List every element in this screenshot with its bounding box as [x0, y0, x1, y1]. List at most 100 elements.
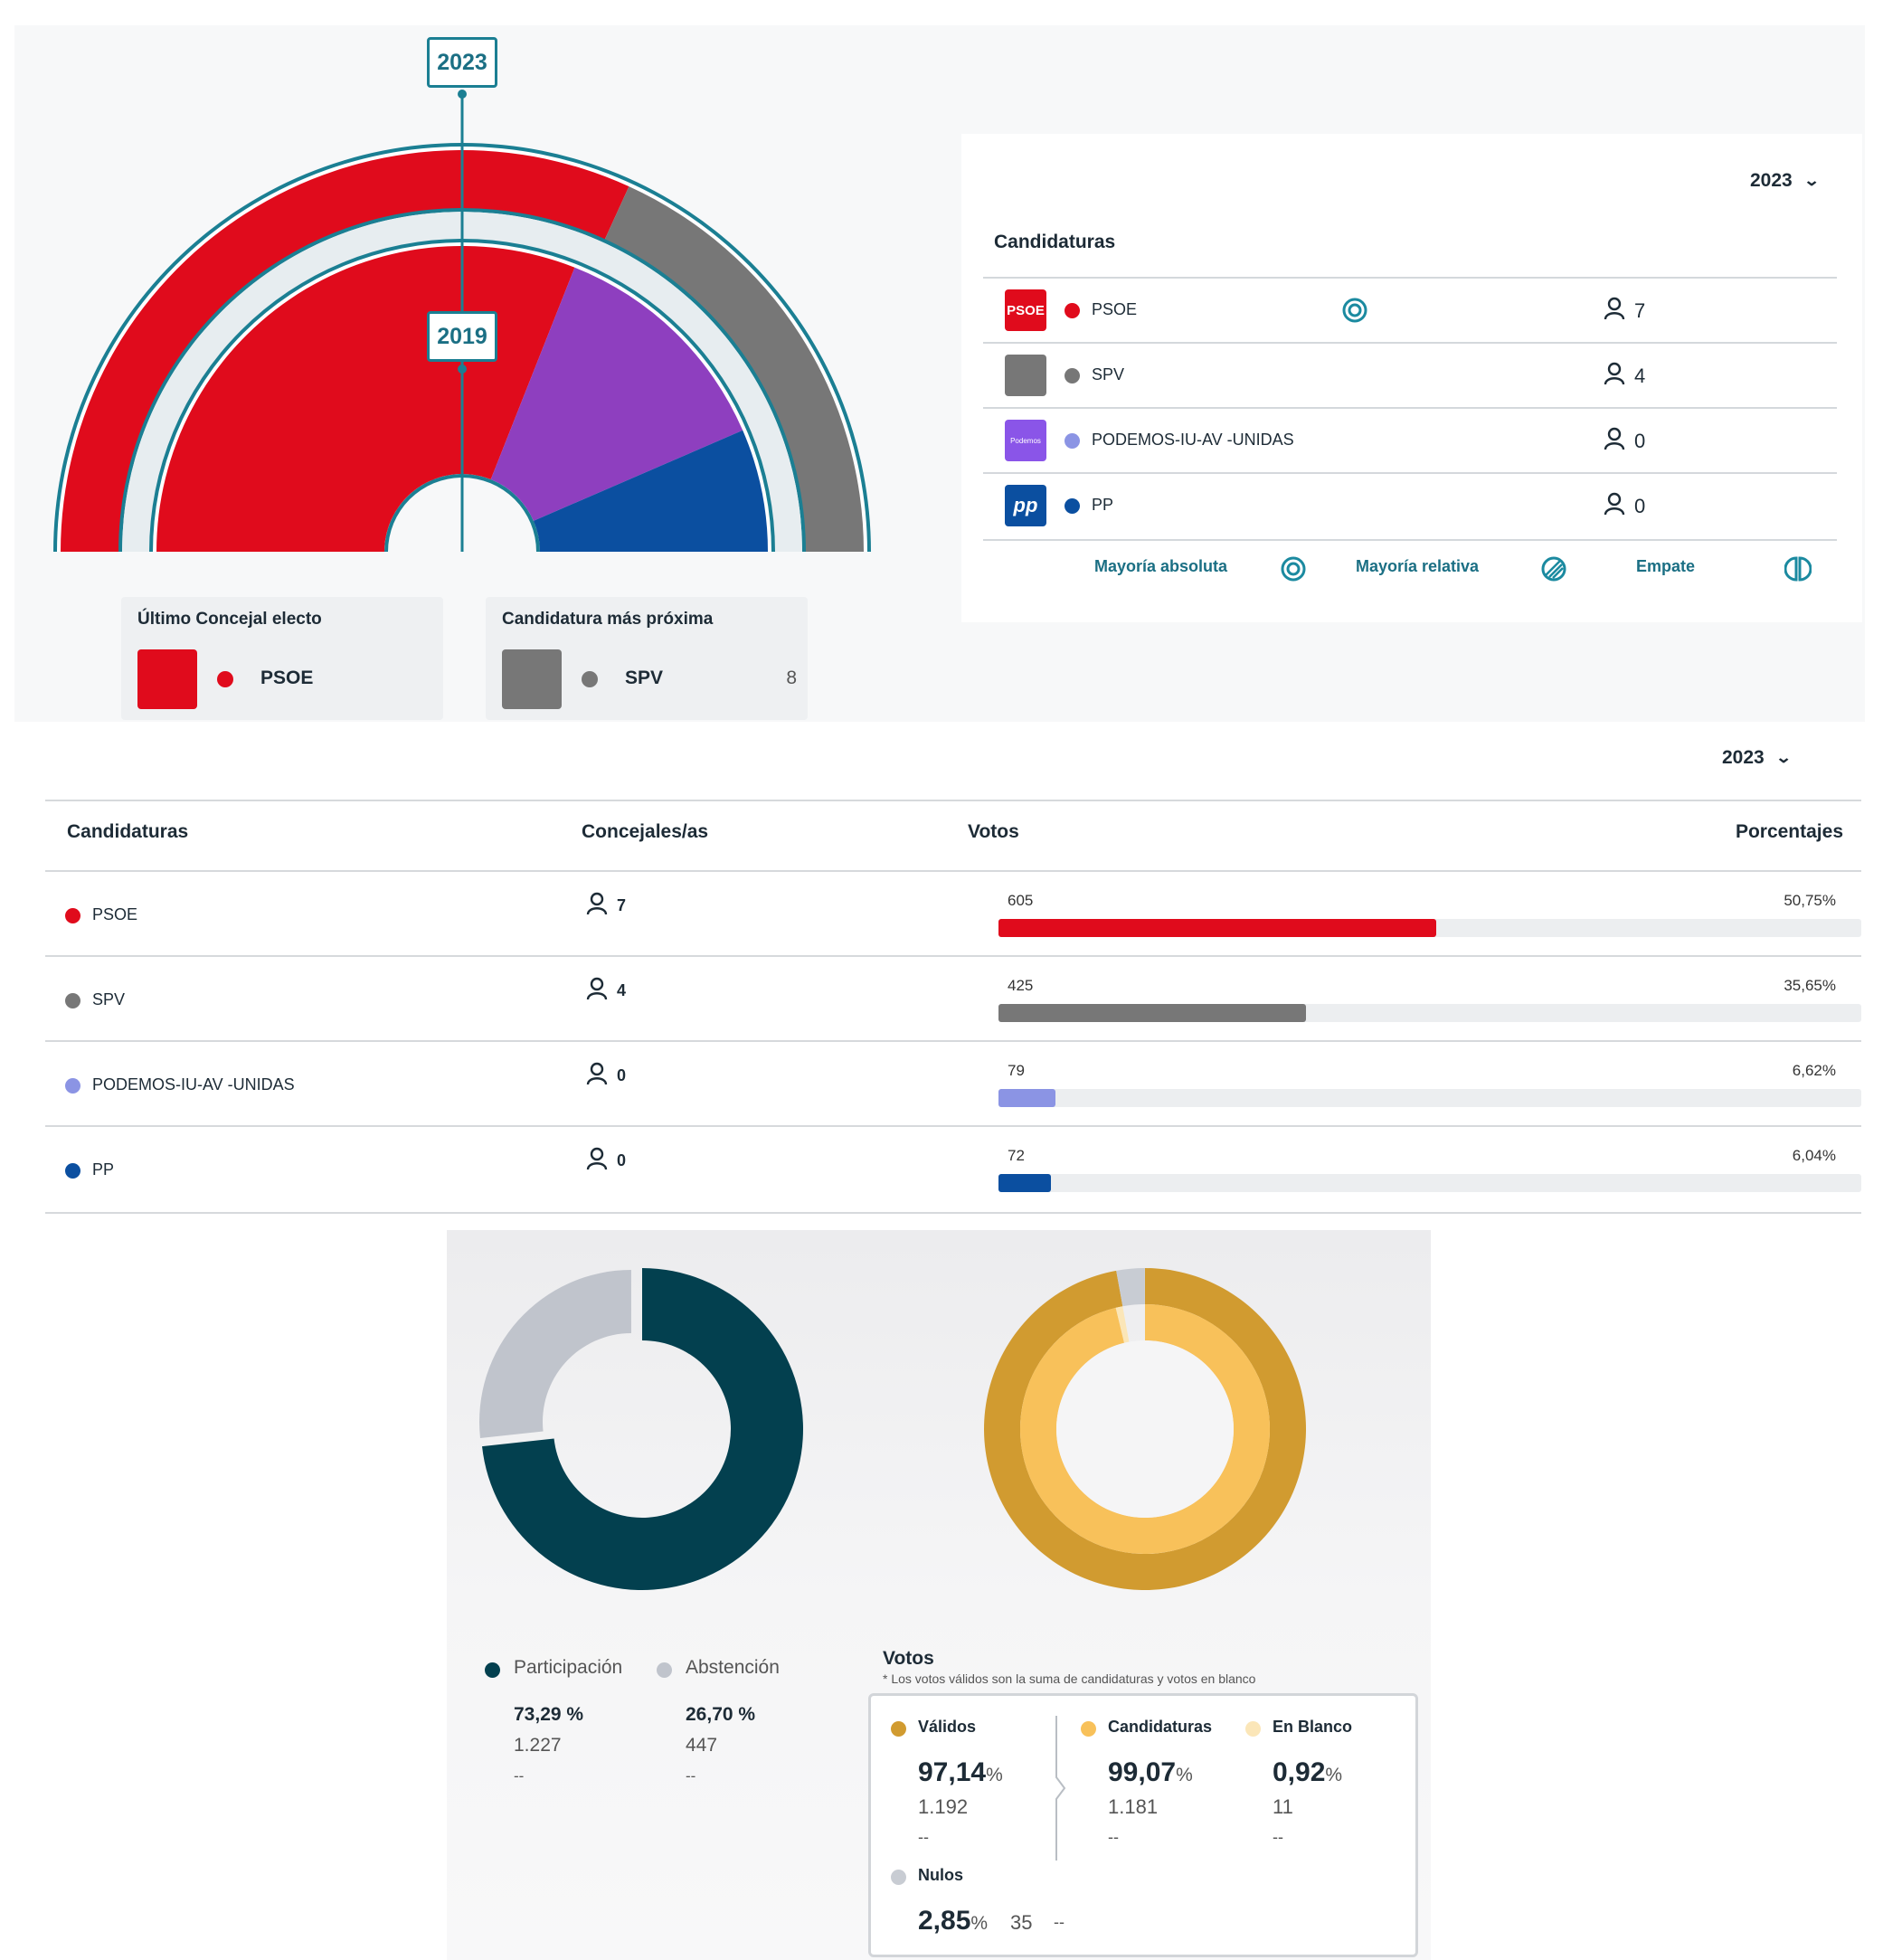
header-percentages: Porcentajes — [1735, 821, 1843, 842]
vote-percentage: 6,62% — [1792, 1062, 1836, 1079]
null-legend-dot — [891, 1870, 906, 1885]
pp-logo: pp — [1005, 485, 1046, 526]
year-dropdown[interactable]: 2023 ⌄ — [1750, 170, 1821, 192]
psoe-logo: PSOE — [1005, 289, 1046, 331]
votes-title: Votos — [883, 1648, 934, 1669]
candidacy-row[interactable]: pp PP 0 — [983, 472, 1837, 541]
candidacies-extra: -- — [1108, 1828, 1119, 1846]
marker-dot-2023 — [458, 90, 467, 99]
participation-extra: -- — [514, 1767, 525, 1785]
person-icon — [586, 892, 608, 920]
vote-bar-track — [998, 1174, 1861, 1192]
null-extra: -- — [1054, 1913, 1065, 1931]
participation-pct: 73,29 % — [514, 1704, 584, 1725]
seats-count: 7 — [586, 892, 626, 920]
vote-bar-track — [998, 1004, 1861, 1022]
null-count: 35 — [1010, 1911, 1033, 1934]
seats-count: 0 — [586, 1062, 626, 1090]
table-row: PP 0 72 6,04% — [45, 1125, 1861, 1214]
turnout-donut — [479, 1268, 803, 1590]
table-row: PODEMOS-IU-AV -UNIDAS 0 79 6,62% — [45, 1040, 1861, 1127]
candidacy-row[interactable]: SPV 4 — [983, 342, 1837, 409]
valid-legend-dot — [891, 1721, 906, 1737]
vote-bar-track — [998, 919, 1861, 937]
candidacies-legend-dot — [1081, 1721, 1096, 1737]
next-candidacy-card: Candidatura más próxima SPV 8 — [486, 597, 808, 720]
person-icon — [586, 977, 608, 1005]
abstention-count: 447 — [686, 1735, 718, 1756]
year-dropdown-value: 2023 — [1722, 747, 1765, 768]
party-dot — [1065, 498, 1080, 514]
chevron-down-icon: ⌄ — [1774, 749, 1793, 766]
table-row: SPV 4 425 35,65% — [45, 955, 1861, 1042]
year-label-2019: 2019 — [427, 311, 497, 362]
party-name: PSOE — [92, 905, 138, 923]
party-name: SPV — [1092, 365, 1125, 383]
seats-count: 0 — [586, 1147, 626, 1175]
last-councilor-party: PSOE — [260, 668, 314, 688]
hemicycle-chart — [53, 90, 871, 552]
person-icon — [1604, 297, 1625, 326]
results-table: 2023 ⌄ Candidaturas Concejales/as Votos … — [22, 722, 1861, 1228]
candidacies-card: 2023 ⌄ Candidaturas PSOE PSOE 7 SPV 4 Po… — [961, 134, 1862, 622]
vote-bar — [998, 1174, 1051, 1192]
abstention-extra: -- — [686, 1767, 696, 1785]
participation-label: Participación — [514, 1657, 623, 1678]
participation-count: 1.227 — [514, 1735, 562, 1756]
last-councilor-title: Último Concejal electo — [137, 610, 322, 629]
party-color-swatch — [137, 649, 197, 709]
votes-count: 79 — [1008, 1062, 1025, 1079]
null-slice — [1116, 1268, 1145, 1307]
vote-bar-track — [998, 1089, 1861, 1107]
party-name: PSOE — [1092, 300, 1138, 318]
participation-legend-dot — [485, 1662, 500, 1678]
next-candidacy-title: Candidatura más próxima — [502, 610, 714, 629]
blank-extra: -- — [1273, 1828, 1283, 1846]
blank-legend-dot — [1245, 1721, 1261, 1737]
blank-pct: 0,92% — [1273, 1757, 1343, 1787]
year-dropdown-value: 2023 — [1750, 170, 1793, 191]
valid-pct: 97,14% — [918, 1757, 1003, 1787]
vote-percentage: 35,65% — [1784, 977, 1836, 994]
candidacies-pct: 99,07% — [1108, 1757, 1193, 1787]
abstention-label: Abstención — [686, 1657, 780, 1678]
legend-tie: Empate — [1636, 557, 1696, 575]
legend-relative-majority: Mayoría relativa — [1356, 557, 1480, 575]
person-icon — [586, 1147, 608, 1175]
party-dot — [1065, 303, 1080, 318]
spv-logo — [1005, 355, 1046, 396]
votes-note: * Los votos válidos son la suma de candi… — [883, 1671, 1256, 1686]
valid-count: 1.192 — [918, 1795, 969, 1818]
last-councilor-card: Último Concejal electo PSOE — [121, 597, 443, 720]
valid-label: Válidos — [918, 1718, 977, 1736]
podemos-logo: Podemos — [1005, 420, 1046, 461]
party-dot — [217, 671, 233, 687]
divider — [45, 800, 1861, 801]
absolute-majority-icon — [1281, 556, 1306, 582]
hemicycle-2019-segment-2 — [533, 430, 768, 552]
tie-icon — [1784, 556, 1812, 582]
hemicycle-2019-segment-1 — [490, 267, 743, 521]
person-icon — [1604, 362, 1625, 391]
abstention-pct: 26,70 % — [686, 1704, 756, 1725]
candidacy-row[interactable]: PSOE PSOE 7 — [983, 277, 1837, 344]
header-votes: Votos — [968, 821, 1019, 842]
party-name: PODEMOS-IU-AV -UNIDAS — [1092, 431, 1294, 449]
candidacies-count: 1.181 — [1108, 1795, 1159, 1818]
party-name: PODEMOS-IU-AV -UNIDAS — [92, 1075, 295, 1094]
vote-bar — [998, 919, 1437, 937]
chevron-down-icon: ⌄ — [1803, 172, 1821, 189]
party-dot — [65, 1163, 80, 1179]
next-candidacy-party: SPV — [625, 668, 664, 688]
abstention-legend-dot — [657, 1662, 672, 1678]
marker-dot-2019 — [458, 365, 467, 374]
party-dot — [582, 671, 598, 687]
person-icon — [1604, 492, 1625, 521]
year-label-2023: 2023 — [427, 37, 497, 88]
candidacy-row[interactable]: Podemos PODEMOS-IU-AV -UNIDAS 0 — [983, 407, 1837, 474]
absolute-majority-icon — [1342, 298, 1367, 323]
blank-label: En Blanco — [1273, 1718, 1353, 1736]
year-dropdown[interactable]: 2023 ⌄ — [1722, 747, 1793, 769]
party-dot — [1065, 368, 1080, 383]
null-pct: 2,85% — [918, 1906, 989, 1936]
